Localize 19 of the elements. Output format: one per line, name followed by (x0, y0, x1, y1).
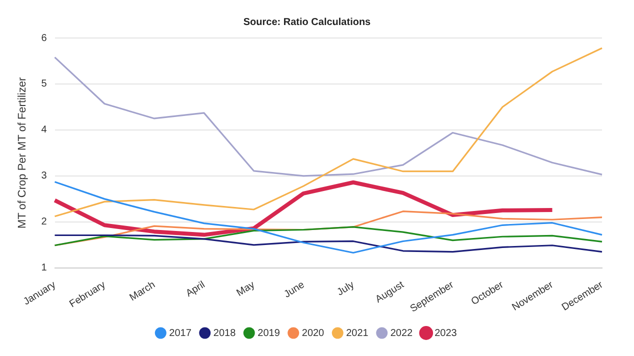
y-tick-label: 5 (41, 78, 48, 90)
y-tick-label: 6 (41, 32, 48, 44)
x-tick-label: July (335, 280, 356, 298)
x-tick-label: May (234, 280, 257, 299)
legend-label: 2017 (169, 328, 192, 339)
y-tick-label: 1 (41, 262, 48, 274)
legend-label: 2022 (390, 328, 414, 339)
legend-label: 2020 (302, 328, 325, 339)
legend-label: 2018 (213, 328, 236, 339)
y-tick-label: 2 (41, 216, 48, 228)
x-tick-label: April (184, 280, 208, 300)
legend-label: 2023 (434, 328, 458, 339)
y-tick-label: 4 (41, 124, 48, 136)
legend-label: 2021 (346, 328, 369, 339)
y-axis-title: MT of Crop Per MT of Fertilizer (16, 77, 29, 229)
x-tick-label: June (282, 279, 307, 300)
chart-title: Source: Ratio Calculations (243, 16, 372, 28)
legend-label: 2019 (258, 328, 280, 339)
y-tick-label: 3 (41, 170, 48, 182)
